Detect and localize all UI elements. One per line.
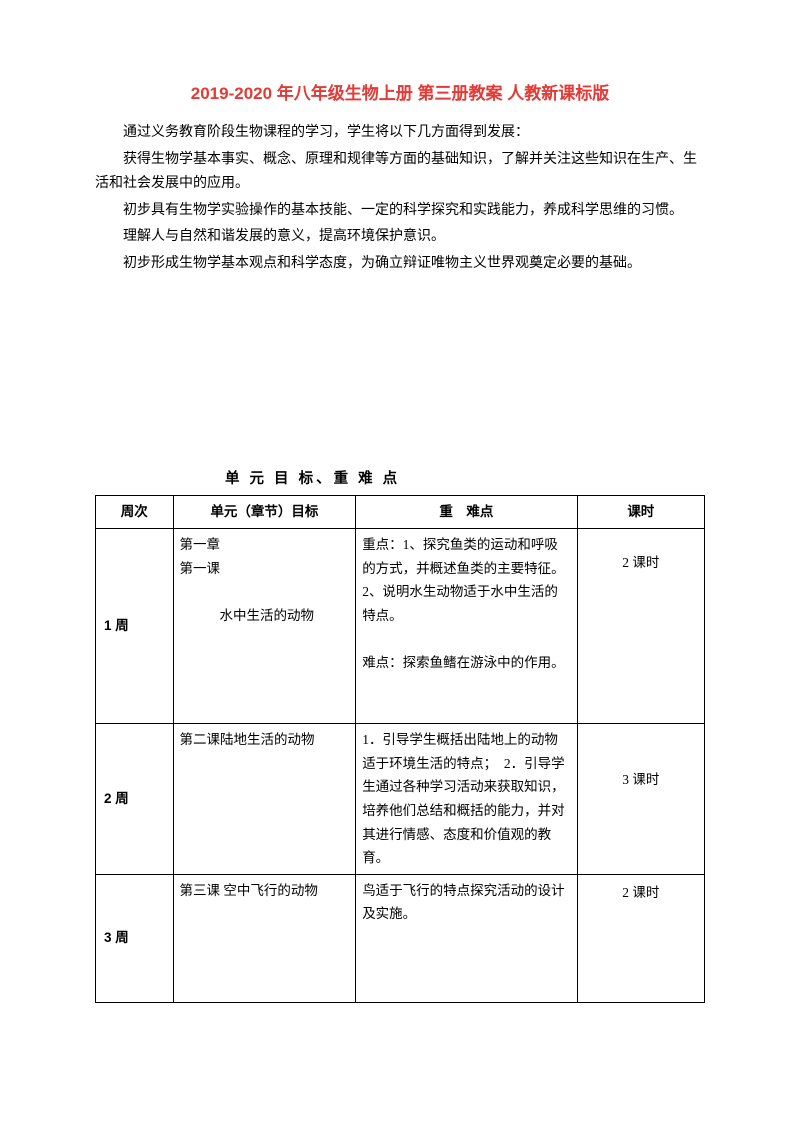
key-main-1: 重点：1、探究鱼类的运动和呼吸的方式，并概述鱼类的主要特征。2、说明水生动物适于… (362, 537, 565, 623)
table-row: 1 周 第一章 第一课 水中生活的动物 重点：1、探究鱼类的运动和呼吸的方式，并… (96, 529, 705, 724)
cell-hours-3: 2 课时 (577, 874, 704, 1002)
cell-key-1: 重点：1、探究鱼类的运动和呼吸的方式，并概述鱼类的主要特征。2、说明水生动物适于… (356, 529, 577, 724)
cell-week-1: 1 周 (96, 529, 174, 724)
table-row: 3 周 第三课 空中飞行的动物 鸟适于飞行的特点探究活动的设计及实施。 2 课时 (96, 874, 705, 1002)
table-row: 2 周 第二课陆地生活的动物 1．引导学生概括出陆地上的动物适于环境生活的特点；… (96, 724, 705, 875)
cell-week-2: 2 周 (96, 724, 174, 875)
cell-week-3: 3 周 (96, 874, 174, 1002)
document-title: 2019-2020 年八年级生物上册 第三册教案 人教新课标版 (95, 80, 705, 107)
cell-hours-2: 3 课时 (577, 724, 704, 875)
cell-unit-1: 第一章 第一课 水中生活的动物 (173, 529, 356, 724)
paragraph-2: 获得生物学基本事实、概念、原理和规律等方面的基础知识，了解并关注这些知识在生产、… (95, 148, 705, 197)
cell-unit-2: 第二课陆地生活的动物 (173, 724, 356, 875)
spacer (95, 278, 705, 468)
cell-key-2: 1．引导学生概括出陆地上的动物适于环境生活的特点； 2．引导学生通过各种学习活动… (356, 724, 577, 875)
paragraph-5: 初步形成生物学基本观点和科学态度，为确立辩证唯物主义世界观奠定必要的基础。 (95, 252, 705, 277)
curriculum-table: 周次 单元（章节）目标 重 难点 课时 1 周 第一章 第一课 水中生活的动物 … (95, 495, 705, 1002)
cell-key-3: 鸟适于飞行的特点探究活动的设计及实施。 (356, 874, 577, 1002)
unit-line2: 第一课 (180, 561, 221, 576)
key-diff-1: 难点：探索鱼鳍在游泳中的作用。 (362, 655, 565, 670)
paragraph-4: 理解人与自然和谐发展的意义，提高环境保护意识。 (95, 225, 705, 250)
cell-unit-3: 第三课 空中飞行的动物 (173, 874, 356, 1002)
table-title: 单 元 目 标、重 难 点 (225, 468, 705, 491)
cell-hours-1: 2 课时 (577, 529, 704, 724)
header-unit: 单元（章节）目标 (173, 496, 356, 529)
paragraph-3: 初步具有生物学实验操作的基本技能、一定的科学探究和实践能力，养成科学思维的习惯。 (95, 199, 705, 224)
table-header-row: 周次 单元（章节）目标 重 难点 课时 (96, 496, 705, 529)
header-week: 周次 (96, 496, 174, 529)
header-key: 重 难点 (356, 496, 577, 529)
paragraph-1: 通过义务教育阶段生物课程的学习，学生将以下几方面得到发展： (95, 121, 705, 146)
header-hours: 课时 (577, 496, 704, 529)
unit-line1: 第一章 (180, 537, 221, 552)
unit-line3: 水中生活的动物 (180, 604, 350, 628)
